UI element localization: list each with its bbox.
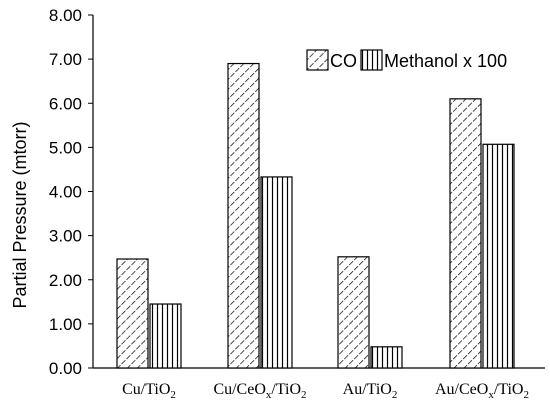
x-category-label: Au/TiO2 — [343, 381, 398, 401]
y-tick-label: 4.00 — [49, 183, 82, 202]
y-tick-label: 0.00 — [49, 359, 82, 378]
x-category-label: Cu/TiO2 — [122, 381, 176, 401]
bar-co-3 — [449, 98, 482, 369]
legend-label-1: Methanol x 100 — [384, 51, 507, 71]
bars — [116, 62, 515, 369]
y-tick-label: 5.00 — [49, 138, 82, 157]
x-category-mid: /TiO — [271, 381, 301, 398]
legend: CO Methanol x 100 — [306, 49, 507, 71]
y-axis-label: Partial Pressure (mtorr) — [10, 121, 30, 308]
x-category-label: Cu/CeOx/TiO2 — [213, 381, 306, 401]
y-tick-label: 1.00 — [49, 315, 82, 334]
bar-co-1 — [227, 62, 260, 369]
x-category-subscript: 2 — [301, 389, 307, 401]
y-tick-label: 6.00 — [49, 94, 82, 113]
legend-swatch-0 — [306, 49, 329, 71]
x-category-subscript: x — [488, 389, 494, 401]
bar-methanol-x-100-0 — [149, 303, 182, 369]
x-category-base: Au/TiO — [343, 381, 392, 398]
legend-swatch-1 — [360, 49, 383, 71]
x-category-base: Cu/CeO — [213, 381, 265, 398]
x-category-label: Au/CeOx/TiO2 — [435, 381, 529, 401]
x-category-mid: /TiO — [494, 381, 524, 398]
bar-co-2 — [337, 256, 370, 369]
x-category-base: Cu/TiO — [122, 381, 170, 398]
x-category-subscript: 2 — [170, 389, 176, 401]
y-tick-label: 8.00 — [49, 6, 82, 25]
x-category-base: Au/CeO — [435, 381, 488, 398]
bar-methanol-x-100-2 — [370, 346, 403, 369]
x-category-subscript: x — [266, 389, 272, 401]
y-axis-ticks: 0.00 1.00 2.00 3.00 4.00 5.00 6.00 7.00 8.00 — [49, 6, 93, 378]
y-tick-label: 3.00 — [49, 227, 82, 246]
bar-methanol-x-100-1 — [260, 176, 293, 369]
legend-label-0: CO — [330, 51, 357, 71]
y-tick-label: 7.00 — [49, 50, 82, 69]
bar-methanol-x-100-3 — [482, 143, 515, 369]
x-axis-labels: Cu/TiO2 Cu/CeOx/TiO2 Au/TiO2 Au/CeOx/TiO2 — [122, 381, 529, 401]
y-tick-label: 2.00 — [49, 271, 82, 290]
x-category-subscript: 2 — [523, 389, 529, 401]
bar-co-0 — [116, 258, 149, 369]
x-category-subscript: 2 — [392, 389, 398, 401]
